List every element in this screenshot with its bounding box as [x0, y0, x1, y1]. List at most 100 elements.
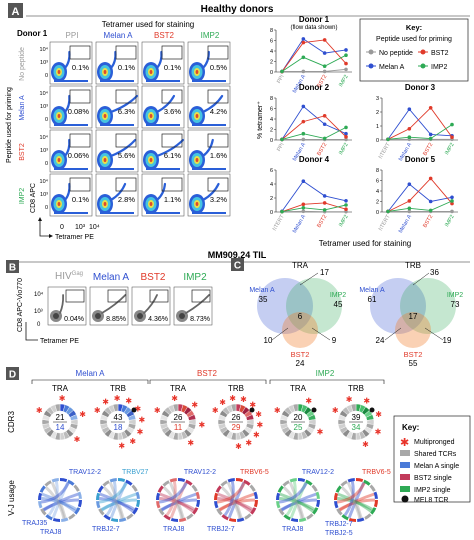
d-cdr3-label: CDR3 — [7, 411, 16, 433]
gene-trbv27: TRBV27 — [122, 469, 149, 476]
series-point — [301, 137, 306, 142]
panel-a: A Healthy donors Donor 1 Tetramer used f… — [0, 0, 474, 248]
donut-single: 29 — [232, 423, 241, 432]
panel-b-letter-box — [6, 260, 19, 273]
chart-category: IMP2 — [444, 214, 456, 228]
donut-single: 18 — [114, 423, 123, 432]
chart-ytick: 2 — [270, 196, 273, 202]
venn-trb-imp2-count: 73 — [451, 300, 460, 309]
flow-ytick: 10⁴ — [40, 134, 49, 141]
panel-a-letter-box — [8, 3, 23, 18]
series-line — [387, 177, 453, 212]
chart-category: hTERT — [378, 141, 392, 160]
flow-plot: 2.8% — [95, 173, 139, 217]
row-melan-a: Melan A — [19, 95, 26, 121]
venn-trb-melan — [370, 278, 426, 334]
key-d-melan: Melan A single — [414, 463, 459, 470]
series-line — [281, 38, 347, 72]
chart-category: hTERT — [378, 213, 392, 232]
chart-ytick: 2 — [376, 200, 379, 206]
panel-d-letter: D — [9, 370, 16, 381]
gene-trbj2-5: TRBJ2-5 — [325, 530, 353, 537]
key-d-title: Key: — [402, 423, 419, 432]
vj-chord — [96, 478, 140, 522]
series-point — [322, 64, 327, 69]
series-point — [428, 199, 433, 204]
flow-percentage: 3.2% — [210, 195, 227, 204]
chart-ytick: 4 — [270, 117, 273, 123]
series-point — [450, 195, 454, 200]
chart-ytick: 4 — [270, 182, 273, 188]
series-point — [301, 119, 306, 124]
b-col-bst2: BST2 — [140, 272, 165, 283]
chart-title: Donor 2 — [299, 83, 330, 92]
d-imp2-tra: TRA — [290, 384, 307, 393]
line-chart-4: Donor 4 0 2 4 6 hTERT Melan A BST2 IMP2 — [270, 155, 352, 234]
flow-plot: 0.08% — [49, 85, 93, 129]
flow-xtick-1: 10³ — [75, 224, 86, 231]
series-line — [282, 68, 347, 72]
series-point — [301, 202, 306, 207]
d-group-melan: Melan A — [76, 369, 106, 378]
multipronged-star-icon: ✱ — [249, 401, 256, 410]
venn-trb-bst2-count: 55 — [409, 359, 418, 368]
series-point — [450, 135, 454, 139]
series-line — [281, 180, 347, 212]
b-yaxis: CD8 APC-Vio770 — [17, 278, 24, 332]
col-melan-a: Melan A — [104, 31, 134, 40]
flow-ytick: 0 — [45, 205, 48, 211]
key-a-imp2: IMP2 — [431, 64, 447, 71]
chart-category: hTERT — [272, 213, 286, 232]
multipronged-star-icon: ✱ — [229, 394, 236, 403]
multipronged-star-icon: ✱ — [134, 404, 141, 413]
line-chart-5: Donor 5 0 2 4 6 8 hTERT Melan A BST2 IMP2 — [376, 155, 458, 234]
gene-trav12-2-a: TRAV12-2 — [69, 469, 101, 476]
key-d-mel8: MEL8 TCR — [414, 497, 449, 504]
multipronged-star-icon: ✱ — [240, 395, 247, 404]
flow-b-plot: 8.73% — [173, 286, 213, 326]
multipronged-star-icon: ✱ — [245, 438, 252, 447]
series-point — [344, 67, 348, 72]
venn-trb-bst2 — [395, 312, 431, 348]
donut-total: 39 — [352, 413, 361, 422]
flow-b-percentage: 8.85% — [106, 316, 126, 323]
healthy-donors-title: Healthy donors — [201, 4, 274, 15]
charts-ylabel: % tetramer⁺ — [257, 101, 264, 139]
series-point — [344, 53, 348, 57]
series-point — [280, 69, 284, 74]
series-line — [387, 200, 453, 212]
donut-single: 34 — [352, 423, 361, 432]
venn-trb-imp2 — [400, 278, 456, 334]
multipronged-star-icon: ✱ — [375, 428, 382, 437]
venn-trb-center: 17 — [409, 312, 418, 321]
key-d-shared: Shared TCRs — [414, 451, 457, 458]
gene-trav12-2-b: TRAV12-2 — [184, 469, 216, 476]
venn-trb-label-bst2: BST2 — [404, 350, 423, 359]
flow-plot-grid: 0.1% 10⁴ 10³ 0 0.1% 0.1% 0.5% 0.08% 10⁴ 10³ 0 6.3% 3… — [40, 41, 231, 217]
venn-tra-ab-leader — [299, 272, 319, 286]
flow-xaxis-label: Tetramer PE — [55, 234, 94, 241]
venn-trb-ib: 19 — [443, 336, 452, 345]
series-point — [407, 135, 412, 139]
flow-b-percentage: 4.36% — [148, 316, 168, 323]
vj-chord — [38, 478, 82, 522]
chart-ytick: 0 — [270, 138, 273, 144]
col-ppi: PPI — [66, 31, 79, 40]
series-point — [301, 209, 306, 214]
multipronged-star-icon: ✱ — [219, 398, 226, 407]
flow-b-plot: 0.04% — [47, 286, 87, 326]
panel-b: B HIVGag Melan A BST2 IMP2 0.04% 8.85% 4.3… — [6, 260, 213, 345]
multipronged-star-icon: ✱ — [191, 401, 198, 410]
flow-percentage: 1.6% — [210, 151, 227, 160]
series-point — [344, 48, 348, 52]
chart-ytick: 2 — [270, 60, 273, 66]
series-point — [344, 135, 348, 139]
gene-traj8-b: TRAJ8 — [163, 526, 185, 533]
key-a-title: Key: — [406, 23, 422, 32]
series-line — [281, 204, 347, 213]
flow-xtick-2: 10⁴ — [89, 224, 100, 231]
